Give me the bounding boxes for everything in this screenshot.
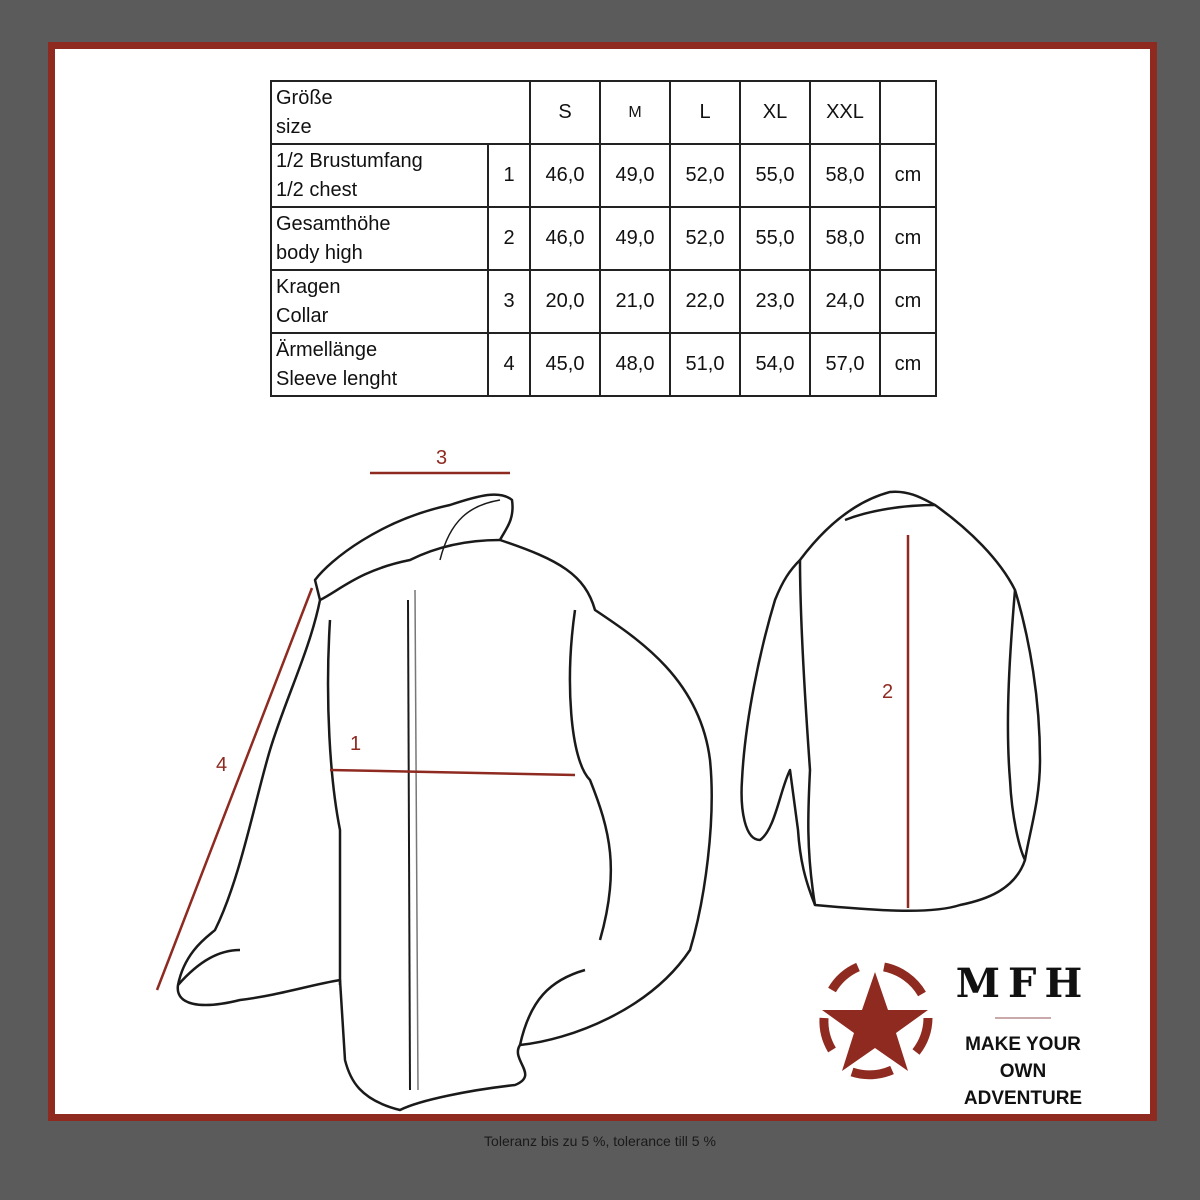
measure-value: 22,0 [669,269,741,334]
unit: cm [879,332,937,397]
size-header: Größe size [270,80,531,145]
measure-value: 55,0 [739,143,811,208]
unit: cm [879,269,937,334]
table-row: Kragen Collar 3 20,0 21,0 22,0 23,0 24,0 cm [270,269,937,334]
label-de: Gesamthöhe [276,212,391,235]
unit-header [879,80,937,145]
measure-value: 58,0 [809,206,881,271]
measure-value: 23,0 [739,269,811,334]
size-m: M [599,80,671,145]
measure-value: 55,0 [739,206,811,271]
measure-label: Gesamthöhe body high [270,206,489,271]
label-en: Sleeve lenght [276,367,398,390]
slogan-line-1: MAKE YOUR OWN [965,1034,1081,1082]
measure-value: 52,0 [669,143,741,208]
measure-value: 20,0 [529,269,601,334]
size-xxl: XXL [809,80,881,145]
chest-label: 1 [350,733,361,755]
measure-number: 2 [487,206,531,271]
size-xl: XL [739,80,811,145]
label-en: body high [276,241,363,264]
measure-value: 45,0 [529,332,601,397]
collar-label: 3 [436,447,447,469]
measure-value: 58,0 [809,143,881,208]
table-row: Ärmellänge Sleeve lenght 4 45,0 48,0 51,0 54,0… [270,332,937,397]
measure-value: 52,0 [669,206,741,271]
measurement-lines [155,471,910,991]
tolerance-note: Toleranz bis zu 5 %, tolerance till 5 % [484,1133,716,1149]
unit: cm [879,206,937,271]
measure-value: 49,0 [599,206,671,271]
measure-label: Kragen Collar [270,269,489,334]
brand-name: MFH [955,960,1091,1007]
measure-value: 46,0 [529,143,601,208]
measure-label: Ärmellänge Sleeve lenght [270,332,489,397]
label-de: 1/2 Brustumfang [276,149,423,172]
label-de: Kragen [276,275,341,298]
measure-value: 21,0 [599,269,671,334]
size-label-de: Größe [276,86,333,109]
measure-number: 1 [487,143,531,208]
sleeve-measure-line [155,587,314,991]
measure-value: 54,0 [739,332,811,397]
front-jacket-outline [176,493,713,1112]
star-logo [819,962,933,1080]
table-row: Gesamthöhe body high 2 46,0 49,0 52,0 55,0 58,0… [270,206,937,271]
measure-value: 51,0 [669,332,741,397]
logo-divider [995,1017,1051,1019]
height-label: 2 [882,681,893,703]
slogan-line-2: ADVENTURE [963,1088,1083,1109]
brand-logo: MFH MAKE YOUR OWN ADVENTURE [940,960,1106,1112]
measure-number: 3 [487,269,531,334]
measure-label: 1/2 Brustumfang 1/2 chest [270,143,489,208]
measure-value: 57,0 [809,332,881,397]
table-header-row: Größe size S M L XL XXL [270,80,937,145]
label-en: Collar [276,304,329,327]
label-en: 1/2 chest [276,178,358,201]
label-de: Ärmellänge [276,338,378,361]
measure-value: 46,0 [529,206,601,271]
size-table: Größe size S M L XL XXL 1/2 Brustumfang 1/… [270,80,937,397]
size-label-en: size [276,115,312,138]
measure-value: 49,0 [599,143,671,208]
chest-measure-line [329,768,576,777]
table-row: 1/2 Brustumfang 1/2 chest 1 46,0 49,0 52,0 55,… [270,143,937,208]
back-jacket-outline [740,490,1042,912]
measure-value: 48,0 [599,332,671,397]
size-l: L [669,80,741,145]
sleeve-label: 4 [216,754,227,776]
measure-value: 24,0 [809,269,881,334]
measure-number: 4 [487,332,531,397]
size-s: S [529,80,601,145]
unit: cm [879,143,937,208]
